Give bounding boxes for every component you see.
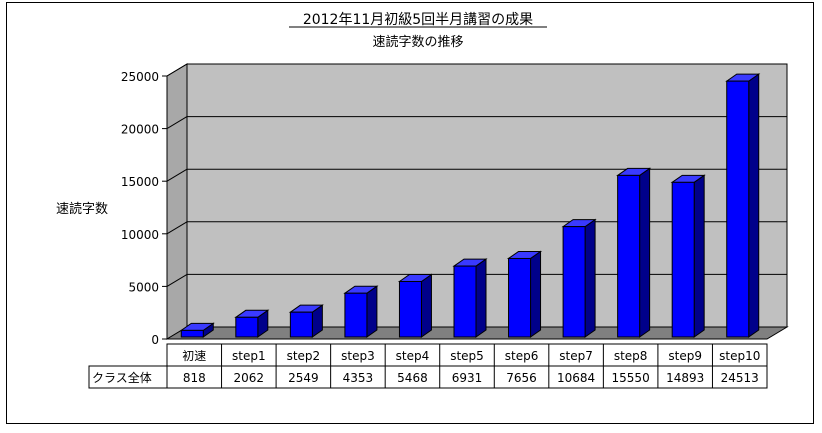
x-category-label: step9 — [668, 349, 702, 363]
data-table: 初速 818 step1 2062 step2 2549 step3 4353 step4 546… — [88, 343, 768, 389]
bar-front — [453, 265, 477, 338]
bar-初速 — [179, 322, 215, 338]
y-tick-label: 10000 — [121, 228, 159, 242]
bar-front — [508, 257, 532, 338]
x-category-label: step6 — [505, 349, 539, 363]
bar-chart: 2012年11月初級5回半月講習の成果 速読字数の推移 速読字数 0 5000 10… — [56, 11, 789, 389]
data-value-label: 7656 — [506, 371, 537, 385]
bar-front — [562, 226, 586, 338]
bar-step9 — [670, 174, 706, 338]
plot-area: 0 5000 10000 15000 20000 25000 — [121, 63, 789, 347]
bar-step1 — [234, 309, 270, 338]
x-category-label: step8 — [614, 349, 648, 363]
bar-step2 — [288, 304, 324, 338]
bar-side — [639, 167, 651, 338]
bar-side — [420, 273, 432, 338]
y-tick-label: 0 — [151, 333, 159, 347]
bar-step7 — [561, 218, 597, 338]
y-tick-label: 25000 — [121, 70, 159, 84]
bar-side — [584, 218, 596, 338]
x-category-label: step4 — [396, 349, 430, 363]
bar-side — [475, 258, 487, 338]
gridline-diag — [166, 116, 188, 130]
gridline-diag — [166, 63, 188, 77]
x-category-label: step2 — [287, 349, 321, 363]
bar-front — [671, 181, 695, 338]
y-tick-label: 15000 — [121, 175, 159, 189]
gridline-diag — [166, 168, 188, 182]
x-category-label: step3 — [341, 349, 375, 363]
bar-front — [726, 80, 750, 338]
data-value-label: 24513 — [721, 371, 759, 385]
chart-title: 2012年11月初級5回半月講習の成果 — [303, 11, 533, 28]
bar-front — [617, 174, 641, 338]
bar-step5 — [452, 258, 488, 338]
bar-side — [693, 174, 705, 338]
data-value-label: 14893 — [666, 371, 704, 385]
data-value-label: 2549 — [288, 371, 319, 385]
bar-side — [748, 73, 760, 338]
data-value-label: 5468 — [397, 371, 428, 385]
data-value-label: 2062 — [234, 371, 265, 385]
x-category-label: step1 — [232, 349, 266, 363]
bar-step8 — [616, 167, 652, 338]
bar-front — [344, 292, 368, 338]
x-category-label: step7 — [559, 349, 593, 363]
bar-step4 — [397, 273, 434, 338]
bar-step3 — [343, 285, 379, 338]
data-value-label: 10684 — [557, 371, 595, 385]
bar-step6 — [506, 250, 543, 338]
gridline-diag — [166, 221, 188, 235]
chart-side-wall — [166, 63, 188, 340]
data-value-label: 6931 — [452, 371, 483, 385]
y-tick-label: 20000 — [121, 123, 159, 137]
y-tick-label: 5000 — [128, 280, 159, 294]
bar-step10 — [725, 73, 761, 338]
bar-front — [398, 280, 422, 338]
bar-front — [180, 329, 204, 338]
bar-front — [289, 311, 313, 338]
data-value-label: 818 — [183, 371, 206, 385]
chart-subtitle: 速読字数の推移 — [372, 34, 463, 50]
series-name-label: クラス全体 — [92, 370, 152, 385]
y-axis-label: 速読字数 — [56, 201, 108, 217]
bar-front — [235, 316, 259, 338]
chart-frame: 2012年11月初級5回半月講習の成果 速読字数の推移 速読字数 0 5000 10… — [6, 2, 814, 424]
bar-side — [366, 285, 378, 338]
x-category-label: step10 — [719, 349, 760, 363]
x-category-label: 初速 — [182, 349, 206, 363]
bar-side — [530, 250, 542, 338]
gridline-diag — [166, 273, 188, 287]
x-category-label: step5 — [450, 349, 484, 363]
data-value-label: 15550 — [612, 371, 650, 385]
data-value-label: 4353 — [343, 371, 374, 385]
